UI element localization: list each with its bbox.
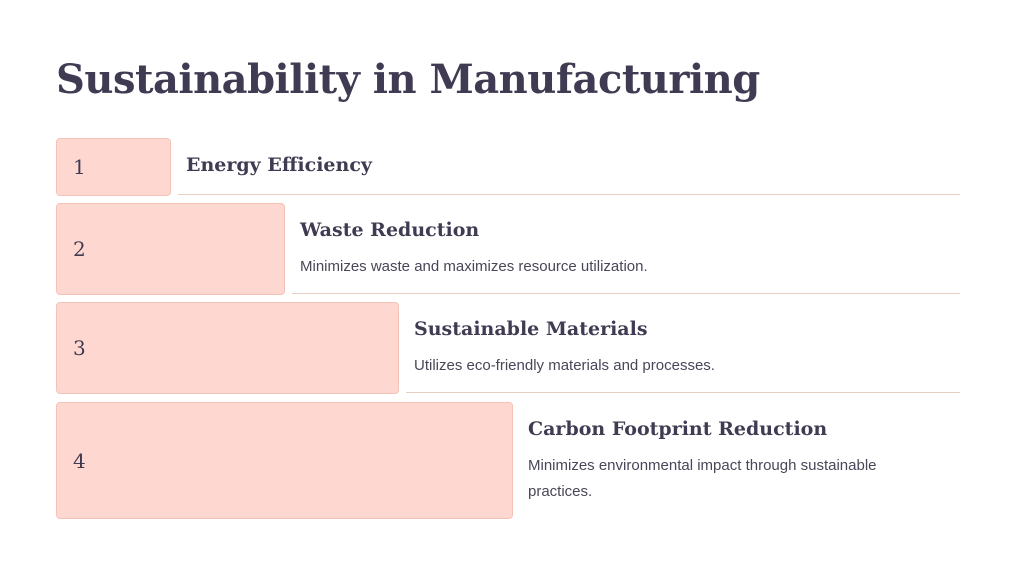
step-row-2: 2 Waste Reduction Minimizes waste and ma… bbox=[0, 203, 1024, 295]
step-number-2: 2 bbox=[73, 237, 86, 261]
step-row-3: 3 Sustainable Materials Utilizes eco-fri… bbox=[0, 302, 1024, 394]
step-number-block-4: 4 bbox=[56, 402, 513, 519]
step-title-4: Carbon Footprint Reduction bbox=[528, 418, 828, 440]
step-number-block-3: 3 bbox=[56, 302, 399, 394]
step-description-4: Minimizes environmental impact through s… bbox=[528, 457, 877, 500]
step-number-4: 4 bbox=[73, 448, 86, 473]
step-divider-1 bbox=[178, 194, 960, 195]
step-row-1: 1 Energy Efficiency bbox=[0, 138, 1024, 196]
step-number-3: 3 bbox=[73, 336, 86, 360]
step-title-3: Sustainable Materials bbox=[414, 318, 648, 340]
step-number-1: 1 bbox=[73, 155, 86, 179]
step-description-3: Utilizes eco-friendly materials and proc… bbox=[414, 357, 715, 374]
step-row-4: 4 Carbon Footprint Reduction Minimizes e… bbox=[0, 402, 1024, 519]
step-number-block-1: 1 bbox=[56, 138, 171, 196]
step-description-2: Minimizes waste and maximizes resource u… bbox=[300, 258, 648, 275]
step-divider-3 bbox=[406, 392, 960, 393]
step-title-1: Energy Efficiency bbox=[186, 154, 372, 176]
step-number-block-2: 2 bbox=[56, 203, 285, 295]
step-title-2: Waste Reduction bbox=[300, 219, 480, 241]
step-divider-2 bbox=[292, 293, 960, 294]
slide-title: Sustainability in Manufacturing bbox=[56, 56, 760, 103]
